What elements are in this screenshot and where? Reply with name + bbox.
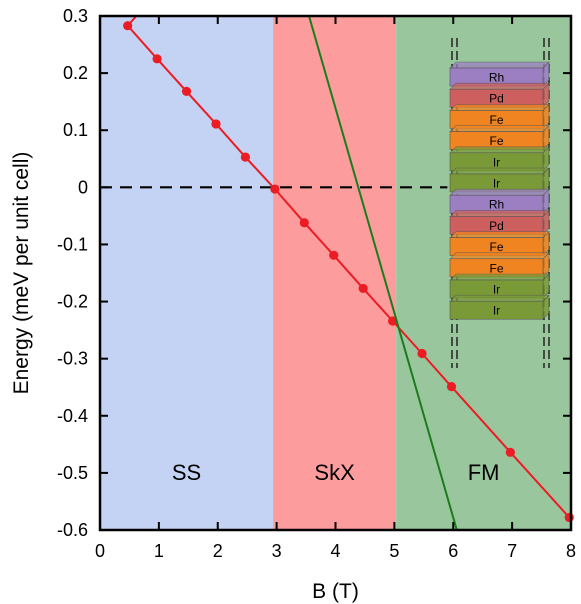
data-point: [181, 86, 192, 96]
layer-label: Fe: [489, 113, 503, 127]
y-tick-label: -0.2: [57, 292, 88, 312]
y-tick-label: -0.3: [57, 349, 88, 369]
layer-top-face: [449, 273, 550, 281]
layer-label: Rh: [489, 198, 504, 212]
data-point: [123, 21, 133, 31]
x-tick-label: 3: [272, 541, 282, 561]
layer-label: Rh: [489, 71, 504, 85]
layer-top-face: [449, 188, 550, 196]
x-axis-title: B (T): [312, 580, 359, 603]
layer-top-face: [449, 82, 550, 90]
layer-label: Ir: [493, 155, 500, 169]
green-series-line: [308, 16, 458, 530]
data-point: [505, 447, 515, 457]
x-tick-label: 2: [213, 541, 223, 561]
layer-top-face: [449, 125, 550, 132]
layer-block: [449, 300, 544, 320]
y-tick-label: -0.4: [57, 406, 88, 426]
layer-top-face: [449, 210, 550, 217]
layer-label: Pd: [489, 92, 504, 106]
layer-top-face: [449, 61, 550, 69]
axes: 0 1 2 3 4 5 6 7 8 0.3 0.2 0.1 0 -0.1 -0.2 -0.3 -0.4 -0.5 -…: [57, 6, 576, 561]
data-point: [270, 184, 280, 194]
region-ss: [100, 16, 274, 530]
layer-top-face: [449, 294, 550, 302]
layer-top-face: [449, 231, 550, 238]
data-point: [152, 54, 162, 64]
y-axis-title: Energy (meV per unit cell): [10, 152, 33, 395]
x-tick-label: 5: [389, 541, 399, 561]
region-label-fm: FM: [468, 460, 500, 485]
layer-label: Ir: [493, 304, 500, 318]
x-tick-label: 7: [507, 541, 517, 561]
y-tick-label: -0.6: [57, 520, 88, 540]
data-point: [329, 250, 339, 260]
data-point: [417, 348, 427, 359]
y-tick-label: 0.3: [63, 6, 88, 26]
region-skx: [273, 16, 397, 530]
data-point: [564, 512, 574, 523]
y-tick-label: -0.5: [57, 463, 88, 483]
data-series: [123, 16, 574, 530]
x-tick-label: 8: [566, 541, 576, 561]
region-label-skx: SkX: [314, 460, 355, 485]
data-point: [240, 152, 251, 162]
y-tick-label: 0: [78, 177, 88, 197]
layer-top-face: [449, 167, 550, 175]
data-point: [358, 283, 368, 294]
layer-label: Ir: [493, 177, 500, 191]
x-tick-label: 4: [330, 541, 340, 561]
data-point: [446, 382, 457, 392]
layer-label: Fe: [489, 240, 503, 254]
layer-label: Pd: [489, 219, 504, 233]
axis-labels: B (T) Energy (meV per unit cell): [10, 152, 359, 603]
x-tick-label: 6: [448, 541, 458, 561]
layer-top-face: [449, 104, 550, 111]
data-point: [299, 218, 309, 228]
layer-label: Fe: [489, 134, 503, 148]
layer-top-face: [449, 146, 550, 154]
layer-label: Ir: [493, 283, 500, 297]
layer-top-face: [449, 252, 550, 260]
x-tick-label: 1: [154, 541, 164, 561]
x-tick-label: 0: [95, 541, 105, 561]
layer-label: Fe: [489, 261, 503, 275]
data-point: [211, 119, 221, 129]
layer-stack-inset: Rh Pd Fe Fe Ir Ir Rh Pd Fe Fe Ir Ir: [449, 38, 550, 368]
region-label-ss: SS: [172, 460, 201, 485]
y-tick-label: 0.2: [63, 63, 88, 83]
data-point: [388, 316, 398, 326]
y-tick-label: 0.1: [63, 120, 88, 140]
y-tick-label: -0.1: [57, 234, 88, 254]
